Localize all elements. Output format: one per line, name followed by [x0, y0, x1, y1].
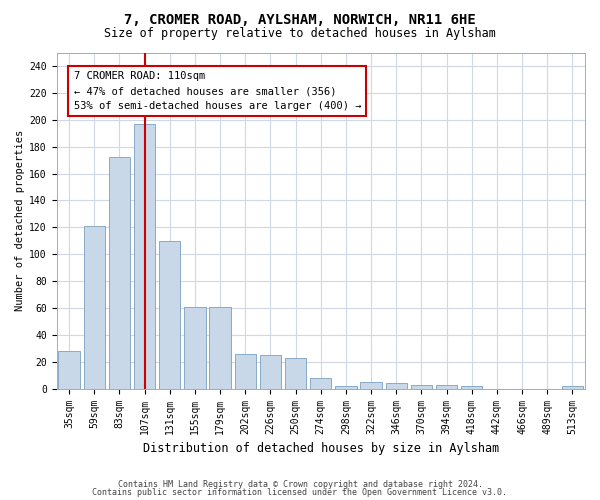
- Bar: [310, 378, 331, 388]
- X-axis label: Distribution of detached houses by size in Aylsham: Distribution of detached houses by size …: [143, 442, 499, 455]
- Text: Contains public sector information licensed under the Open Government Licence v3: Contains public sector information licen…: [92, 488, 508, 497]
- Bar: [159, 241, 181, 388]
- Bar: [461, 386, 482, 388]
- Text: 7, CROMER ROAD, AYLSHAM, NORWICH, NR11 6HE: 7, CROMER ROAD, AYLSHAM, NORWICH, NR11 6…: [124, 12, 476, 26]
- Bar: [562, 386, 583, 388]
- Bar: [436, 384, 457, 388]
- Bar: [184, 306, 206, 388]
- Bar: [58, 351, 80, 389]
- Bar: [411, 384, 432, 388]
- Bar: [109, 158, 130, 388]
- Bar: [83, 226, 105, 388]
- Bar: [260, 355, 281, 388]
- Bar: [361, 382, 382, 388]
- Y-axis label: Number of detached properties: Number of detached properties: [15, 130, 25, 311]
- Text: Size of property relative to detached houses in Aylsham: Size of property relative to detached ho…: [104, 28, 496, 40]
- Bar: [285, 358, 306, 388]
- Bar: [209, 306, 231, 388]
- Text: 7 CROMER ROAD: 110sqm
← 47% of detached houses are smaller (356)
53% of semi-det: 7 CROMER ROAD: 110sqm ← 47% of detached …: [74, 72, 361, 111]
- Bar: [335, 386, 356, 388]
- Text: Contains HM Land Registry data © Crown copyright and database right 2024.: Contains HM Land Registry data © Crown c…: [118, 480, 482, 489]
- Bar: [235, 354, 256, 388]
- Bar: [386, 384, 407, 388]
- Bar: [134, 124, 155, 388]
